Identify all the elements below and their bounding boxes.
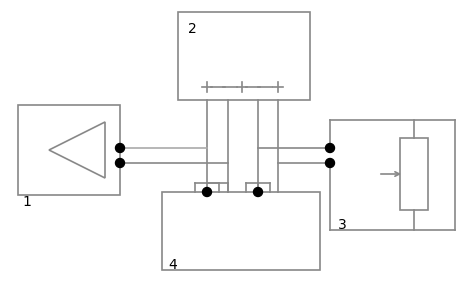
Bar bbox=[400, 138, 428, 210]
Text: 1: 1 bbox=[22, 195, 31, 209]
Circle shape bbox=[326, 158, 335, 168]
Circle shape bbox=[116, 158, 125, 168]
Bar bbox=[18, 105, 120, 195]
Circle shape bbox=[116, 144, 125, 152]
Circle shape bbox=[326, 144, 335, 152]
Circle shape bbox=[202, 187, 211, 197]
Text: 4: 4 bbox=[168, 258, 177, 272]
Text: 3: 3 bbox=[338, 218, 347, 232]
Bar bbox=[162, 192, 320, 270]
Circle shape bbox=[254, 187, 263, 197]
Text: 2: 2 bbox=[188, 22, 197, 36]
Bar bbox=[178, 12, 310, 100]
Polygon shape bbox=[49, 122, 105, 178]
